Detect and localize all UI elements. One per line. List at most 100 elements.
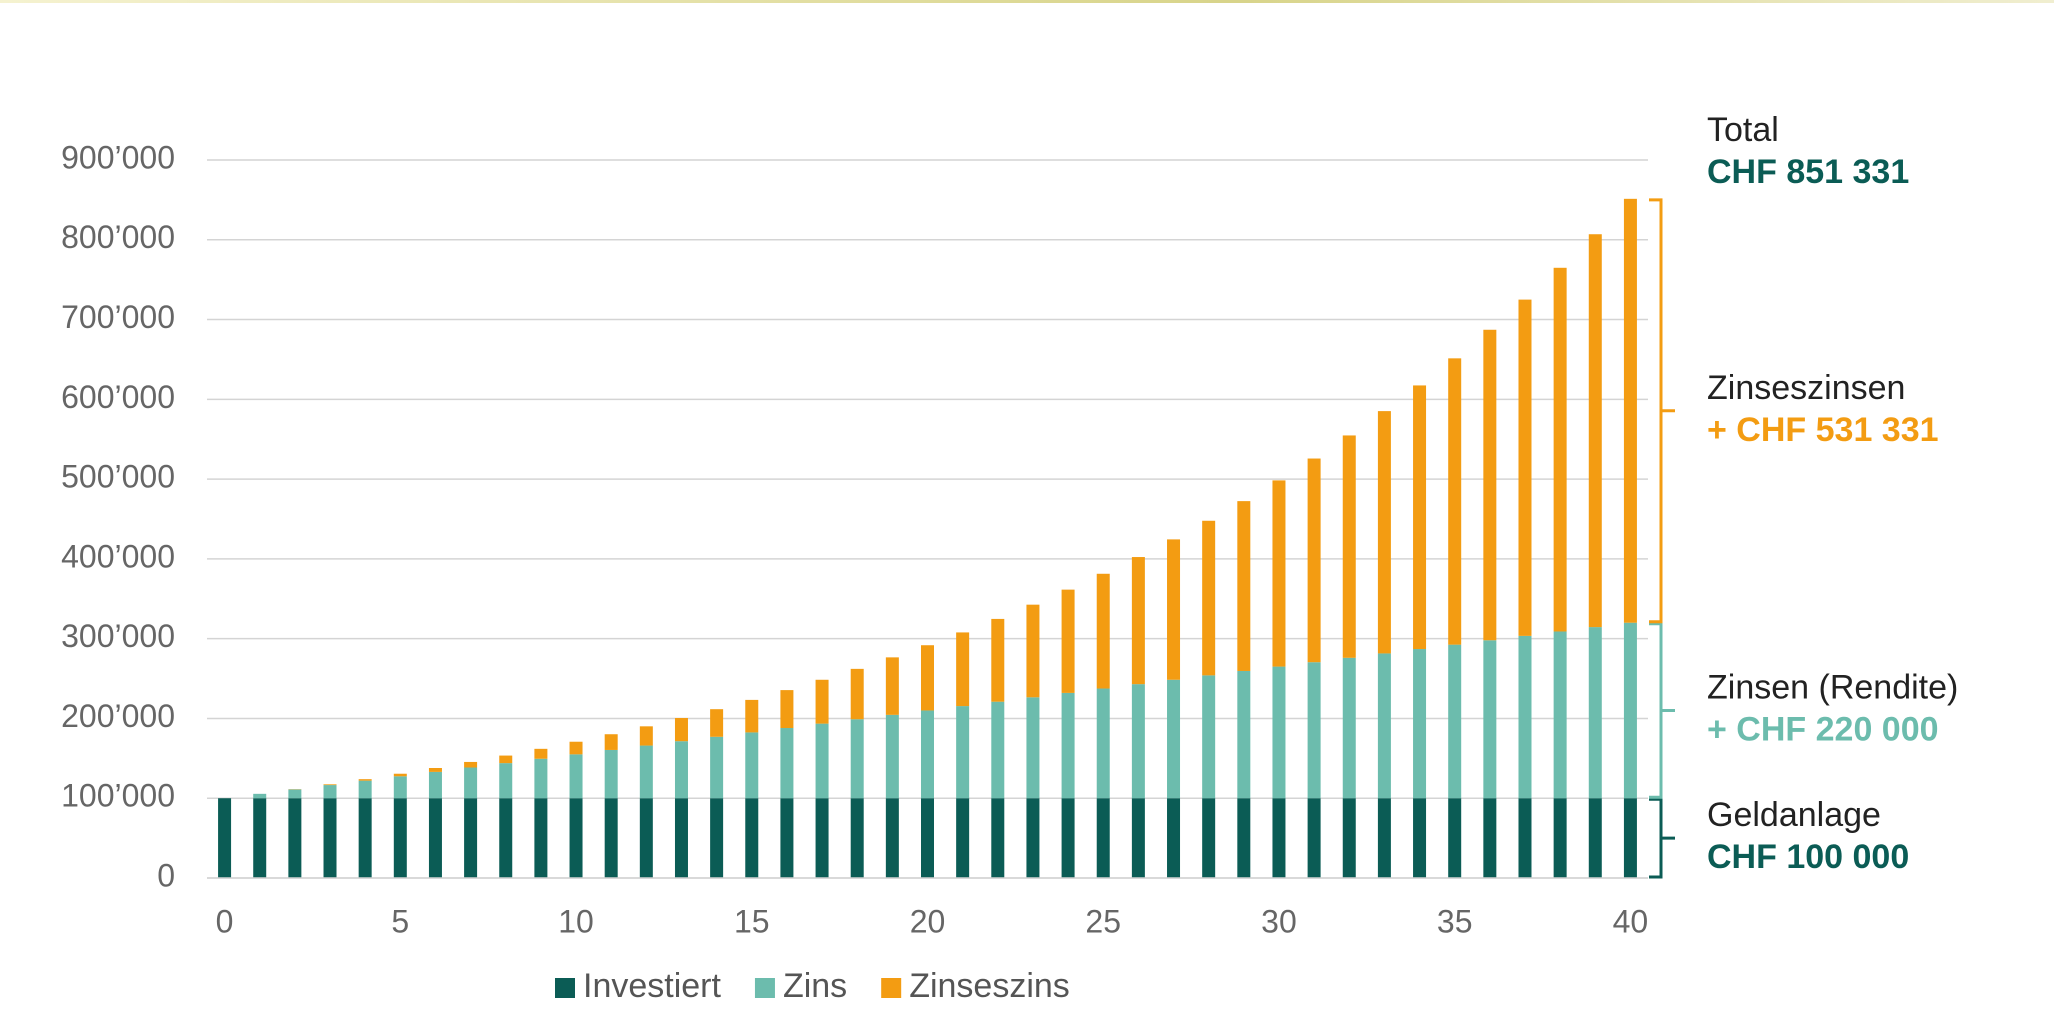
bar-segment [428,767,442,772]
x-tick-label: 15 [734,903,770,939]
bar-segment [1167,798,1181,878]
x-tick-label: 10 [558,903,594,939]
bar-segment [1377,411,1391,654]
legend-label: Zinseszins [909,967,1070,1005]
bar-segment [464,761,478,768]
annotation-value: + CHF 531 331 [1707,411,1939,449]
bar-segment [885,657,899,715]
bar-segment [1237,670,1251,799]
annotation-label: Zinseszinsen [1707,369,1905,407]
bar-segment [569,798,583,878]
bar-segment [1096,573,1110,689]
bar-segment [428,771,442,799]
bar-segment [710,709,724,737]
y-tick-label: 200’000 [61,698,175,734]
bar-segment [358,779,372,781]
bracket [1649,797,1675,879]
bar-segment [1588,627,1602,799]
bar-segment [921,645,934,711]
bar-segment [218,798,232,878]
bar-segment [288,789,302,799]
bar-segment [956,706,970,799]
bar-segment [323,798,337,878]
bar-segment [850,719,864,799]
bar-segment [710,798,724,878]
bar-segment [1096,798,1110,878]
bar-segment [1588,798,1602,878]
bar-segment [1448,358,1462,645]
bar-segment [1237,798,1251,878]
bar-segment [358,798,372,878]
bar-segment [991,618,1005,702]
bar-segment [780,728,794,799]
bar-segment [674,717,688,742]
bar-segment [1553,267,1567,632]
bar-segment [956,632,970,707]
bar-segment [921,710,934,799]
bar-segment [464,798,478,878]
y-tick-label: 300’000 [61,618,175,654]
bar-segment [1483,798,1497,878]
bar-segment [1272,666,1286,799]
bar-segment [1026,604,1040,698]
bar-segment [1518,798,1532,878]
bar-segment [815,798,829,878]
bar-segment [534,758,548,799]
bar-segment [639,745,653,799]
y-tick-label: 500’000 [61,459,175,495]
bar-segment [780,798,794,878]
x-tick-label: 5 [391,903,409,939]
bar-segment [1413,798,1427,878]
annotation-value: CHF 100 000 [1707,838,1909,876]
y-tick-label: 400’000 [61,538,175,574]
bar-segment [956,798,970,878]
legend-swatch [754,978,775,998]
bar-segment [1413,649,1427,799]
bar-segment [815,723,829,799]
bar-segment [745,732,759,799]
bar-segment [288,798,302,878]
bar-segment [1623,798,1637,878]
bar-segment [1553,798,1567,878]
bar-segment [1448,644,1462,799]
bar-segment [1026,798,1040,878]
x-tick-label: 35 [1437,903,1473,939]
bar-segment [1518,299,1532,636]
y-tick-label: 800’000 [61,219,175,255]
bar-segment [534,748,548,759]
bracket [1649,198,1675,624]
bar-segment [674,741,688,799]
bar-segment [815,679,829,724]
bar-segment [323,784,337,786]
bar-segment [1237,501,1251,671]
bar-segment [1342,657,1356,799]
legend-swatch [555,978,575,998]
bar-segment [534,798,548,878]
bar-segment [1342,435,1356,658]
bar-segment [1413,385,1427,650]
bar-segment [639,726,653,746]
bar-segment [464,767,478,799]
bar-segment [674,798,688,878]
total-value: CHF 851 331 [1707,153,1909,191]
bar-segment [1588,234,1602,628]
bar-segment [1483,640,1497,799]
annotation-value: + CHF 220 000 [1707,710,1939,748]
bar-segment [639,798,653,878]
bar-segment [710,736,724,799]
y-tick-label: 100’000 [61,778,175,814]
bar-segment [1518,635,1532,799]
bar-segment [428,798,442,878]
bar-segment [1553,631,1567,799]
bar-segment [780,690,794,729]
bar-segment [499,763,513,799]
bar-segment [1483,329,1497,641]
bar-segment [1307,662,1321,799]
bar-segment [569,754,583,799]
legend-label: Investiert [583,967,721,1005]
bar-segment [885,714,899,799]
top-rule [0,0,2054,3]
bar-segment [1272,480,1286,667]
bar-segment [1061,589,1075,693]
bar-segment [1623,198,1637,623]
